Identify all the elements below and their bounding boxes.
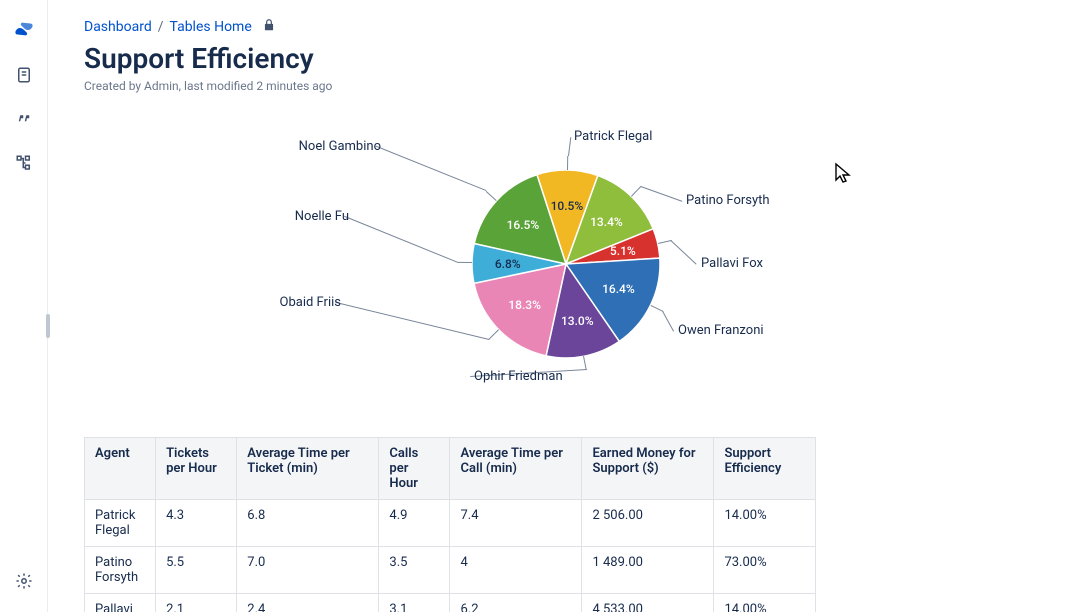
table-row: Pallavi Fox2.12.43.16.24 533.0014.00% [85, 594, 816, 612]
left-rail [0, 0, 48, 612]
pie-callout: Noel Gambino [286, 139, 381, 154]
table-cell: 1 489.00 [582, 547, 714, 594]
pie-slice-pct: 18.3% [508, 298, 541, 312]
table-cell: 3.1 [379, 594, 450, 612]
table-cell: 3.5 [379, 547, 450, 594]
table-cell: 5.5 [156, 547, 237, 594]
table-header: Support Efficiency [714, 438, 816, 500]
table-cell: 14.00% [714, 500, 816, 547]
table-cell: 4 [450, 547, 582, 594]
pie-callout: Noelle Fu [254, 209, 349, 224]
table-cell: 2 506.00 [582, 500, 714, 547]
pie-slice-pct: 13.0% [561, 314, 594, 328]
table-cell: 4.3 [156, 500, 237, 547]
settings-gear-icon[interactable] [15, 572, 33, 594]
pie-slice-pct: 5.1% [610, 244, 636, 258]
pie-slice-pct: 13.4% [590, 215, 623, 229]
table-header: Average Time per Ticket (min) [237, 438, 379, 500]
breadcrumb-sep: / [158, 19, 164, 35]
breadcrumb-dashboard[interactable]: Dashboard [84, 19, 152, 35]
breadcrumb: Dashboard / Tables Home [84, 18, 1048, 36]
table-cell: 6.8 [237, 500, 379, 547]
table-header: Agent [85, 438, 156, 500]
pie-callout: Patino Forsyth [686, 193, 770, 208]
app-logo-icon[interactable] [13, 18, 35, 44]
table-cell: Patrick Flegal [85, 500, 156, 547]
table-cell: 6.2 [450, 594, 582, 612]
pie-callout: Ophir Friedman [474, 369, 563, 384]
table-row: Patrick Flegal4.36.84.97.42 506.0014.00% [85, 500, 816, 547]
pages-icon[interactable] [15, 66, 33, 88]
breadcrumb-tables-home[interactable]: Tables Home [170, 19, 252, 35]
table-cell: 2.1 [156, 594, 237, 612]
pie-slice-pct: 10.5% [551, 199, 584, 213]
pie-callout: Pallavi Fox [701, 256, 763, 271]
table-row: Patino Forsyth5.57.03.541 489.0073.00% [85, 547, 816, 594]
table-header: Tickets per Hour [156, 438, 237, 500]
pie-callout: Patrick Flegal [574, 129, 652, 144]
table-cell: 2.4 [237, 594, 379, 612]
table-cell: 4 533.00 [582, 594, 714, 612]
page-byline: Created by Admin, last modified 2 minute… [84, 79, 1048, 93]
pie-slice-pct: 6.8% [495, 257, 521, 271]
table-cell: 7.0 [237, 547, 379, 594]
pie-slice-pct: 16.5% [507, 218, 540, 232]
table-cell: Pallavi Fox [85, 594, 156, 612]
table-header: Average Time per Call (min) [450, 438, 582, 500]
table-cell: Patino Forsyth [85, 547, 156, 594]
table-cell: 7.4 [450, 500, 582, 547]
table-cell: 73.00% [714, 547, 816, 594]
sidebar-resize-handle[interactable] [46, 314, 50, 338]
pie-chart: 10.5% 13.4% 5.1% 16.4% 13.0% 18.3% 6.8% 16.5% Pa… [84, 129, 1048, 409]
quote-icon[interactable] [15, 110, 33, 132]
restrictions-lock-icon[interactable] [262, 18, 276, 36]
pie-callout: Owen Franzoni [678, 323, 764, 338]
table-cell: 14.00% [714, 594, 816, 612]
pie-callout: Obaid Friis [246, 295, 341, 310]
table-header: Calls per Hour [379, 438, 450, 500]
table-header: Earned Money for Support ($) [582, 438, 714, 500]
main-content: Dashboard / Tables Home Support Efficien… [48, 0, 1084, 612]
table-cell: 4.9 [379, 500, 450, 547]
support-table: AgentTickets per HourAverage Time per Ti… [84, 437, 816, 612]
page-title: Support Efficiency [84, 42, 1048, 75]
pie-slice-pct: 16.4% [602, 282, 635, 296]
tree-icon[interactable] [15, 154, 33, 176]
